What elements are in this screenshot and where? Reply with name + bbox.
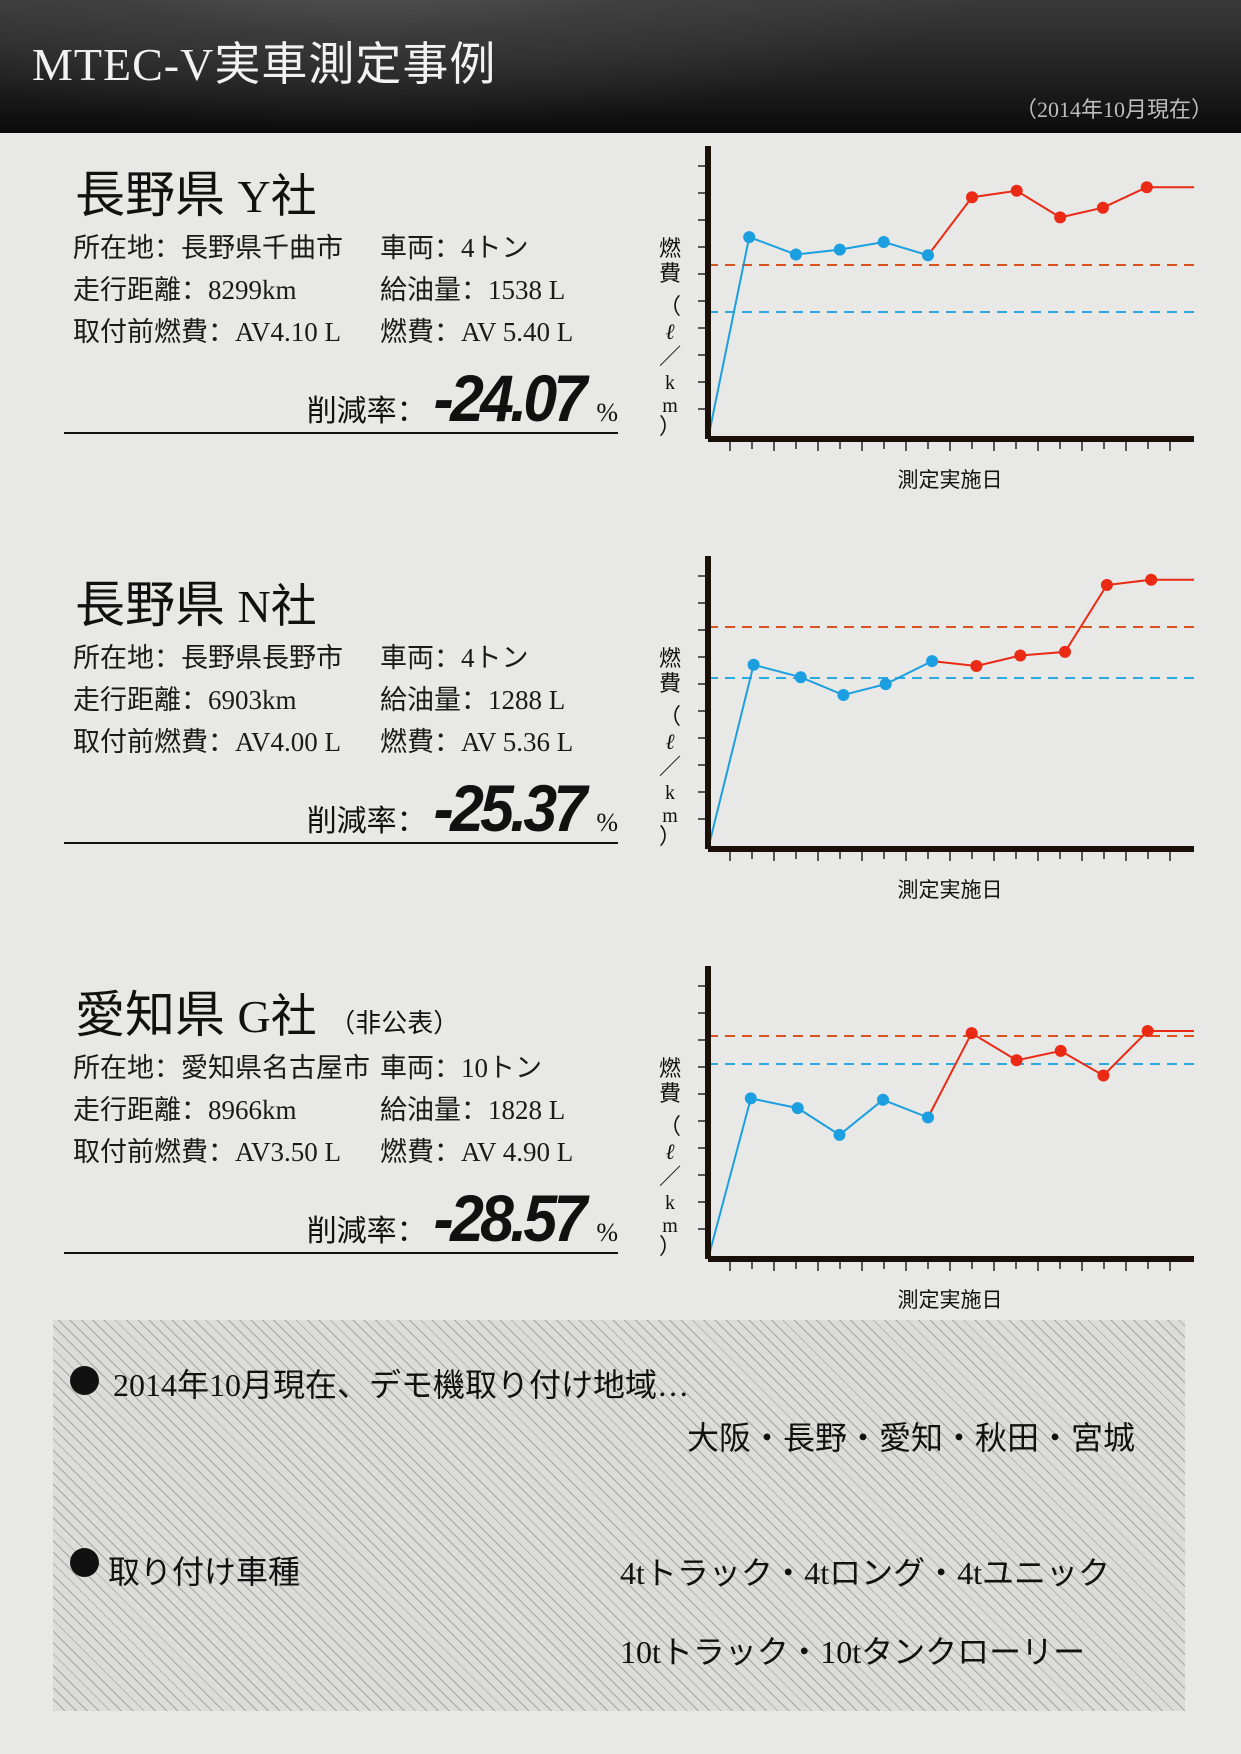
svg-text:燃: 燃 [659,236,681,261]
svg-text:燃: 燃 [659,1056,681,1081]
svg-text:ℓ: ℓ [665,729,675,754]
svg-text:費: 費 [659,671,681,696]
svg-text:測定実施日: 測定実施日 [898,878,1003,902]
svg-text:（: （ [659,704,681,729]
svg-text:ℓ: ℓ [665,319,675,344]
svg-text:（: （ [659,294,681,319]
svg-text:測定実施日: 測定実施日 [898,1288,1003,1312]
svg-text:）: ） [659,1234,681,1259]
svg-text:測定実施日: 測定実施日 [898,468,1003,492]
svg-text:k: k [665,372,675,394]
svg-text:k: k [665,1192,675,1214]
svg-text:燃: 燃 [659,646,681,671]
svg-text:費: 費 [659,1081,681,1106]
svg-text:ℓ: ℓ [665,1139,675,1164]
svg-text:（: （ [659,1114,681,1139]
svg-text:／: ／ [659,1164,681,1189]
svg-text:）: ） [659,824,681,849]
svg-text:費: 費 [659,261,681,286]
svg-text:／: ／ [659,344,681,369]
svg-text:／: ／ [659,754,681,779]
svg-text:k: k [665,782,675,804]
svg-text:）: ） [659,414,681,439]
